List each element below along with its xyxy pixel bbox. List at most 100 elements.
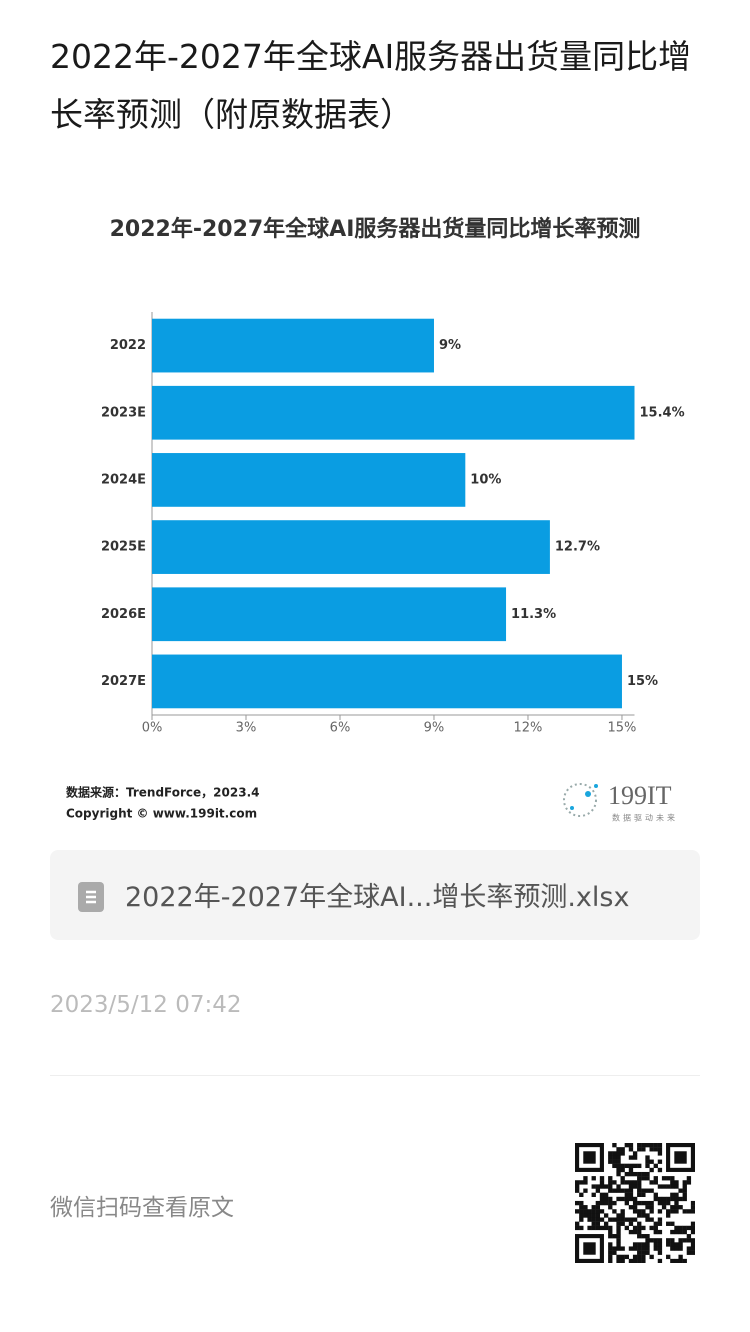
qr-module bbox=[670, 1258, 675, 1263]
qr-module bbox=[657, 1184, 663, 1189]
qr-module bbox=[575, 1209, 580, 1214]
qr-module bbox=[653, 1176, 658, 1181]
qr-module bbox=[641, 1192, 646, 1197]
qr-module bbox=[653, 1229, 658, 1235]
qr-module bbox=[653, 1225, 658, 1231]
qr-module bbox=[608, 1196, 613, 1202]
qr-module bbox=[616, 1229, 621, 1235]
qr-module bbox=[612, 1159, 617, 1164]
qr-module bbox=[641, 1246, 646, 1251]
qr-module bbox=[657, 1151, 663, 1156]
qr-module bbox=[690, 1209, 695, 1214]
qr-module bbox=[649, 1254, 654, 1260]
qr-module bbox=[628, 1205, 634, 1210]
qr-module bbox=[632, 1205, 638, 1210]
bar bbox=[152, 453, 466, 507]
qr-module bbox=[670, 1176, 675, 1181]
qr-module bbox=[595, 1188, 601, 1193]
qr-module bbox=[682, 1180, 687, 1185]
qr-finder bbox=[583, 1242, 596, 1255]
logo-slogan: 数据驱动未来 bbox=[612, 813, 678, 823]
qr-module bbox=[657, 1246, 663, 1251]
qr-module bbox=[616, 1254, 621, 1260]
qr-module bbox=[599, 1200, 605, 1206]
qr-module bbox=[620, 1180, 625, 1185]
qr-module bbox=[637, 1213, 642, 1218]
qr-module bbox=[587, 1225, 592, 1231]
logo-ring bbox=[563, 783, 597, 817]
qr-module bbox=[620, 1151, 625, 1156]
qr-module bbox=[657, 1209, 663, 1214]
qr-module bbox=[616, 1184, 621, 1189]
qr-module bbox=[645, 1217, 650, 1222]
qr-module bbox=[641, 1242, 646, 1247]
page-title: 2022年-2027年全球AI服务器出货量同比增长率预测（附原数据表） bbox=[50, 37, 692, 134]
qr-module bbox=[616, 1151, 621, 1156]
qr-module bbox=[628, 1167, 634, 1173]
qr-module bbox=[632, 1163, 638, 1169]
logo-dot bbox=[585, 791, 591, 797]
logo-text: 199IT bbox=[608, 781, 672, 810]
qr-module bbox=[620, 1176, 625, 1181]
qr-module bbox=[657, 1229, 663, 1235]
qr-module bbox=[645, 1176, 650, 1181]
x-tick-label: 9% bbox=[424, 721, 445, 736]
qr-module bbox=[603, 1184, 609, 1189]
qr-module bbox=[624, 1200, 629, 1206]
qr-module bbox=[682, 1225, 687, 1231]
qr-module bbox=[645, 1238, 650, 1243]
qr-module bbox=[690, 1229, 695, 1235]
qr-module bbox=[608, 1217, 613, 1222]
qr-module bbox=[666, 1209, 671, 1214]
qr-module bbox=[608, 1151, 613, 1156]
qr-module bbox=[591, 1192, 596, 1197]
qr-module bbox=[657, 1147, 663, 1152]
qr-module bbox=[616, 1213, 621, 1218]
qr-module bbox=[645, 1246, 650, 1251]
qr-module bbox=[653, 1180, 658, 1185]
qr-module bbox=[575, 1225, 580, 1231]
qr-module bbox=[579, 1209, 584, 1214]
x-tick-label: 0% bbox=[142, 721, 163, 736]
qr-module bbox=[608, 1254, 613, 1260]
qr-module bbox=[645, 1159, 650, 1164]
qr-module bbox=[612, 1155, 617, 1160]
qr-module bbox=[637, 1221, 642, 1226]
qr-module bbox=[620, 1258, 625, 1263]
qr-module bbox=[678, 1246, 683, 1251]
qr-code[interactable] bbox=[575, 1143, 695, 1263]
y-tick-label: 2027E bbox=[101, 674, 146, 689]
qr-module bbox=[670, 1246, 675, 1251]
qr-module bbox=[645, 1163, 650, 1169]
qr-module bbox=[649, 1180, 654, 1185]
qr-module bbox=[579, 1217, 584, 1222]
file-name[interactable]: 2022年-2027年全球AI...增长率预测.xlsx bbox=[125, 882, 630, 913]
qr-module bbox=[678, 1188, 683, 1193]
qr-module bbox=[583, 1176, 588, 1181]
qr-module bbox=[608, 1188, 613, 1193]
logo-dot bbox=[594, 784, 598, 788]
qr-module bbox=[612, 1250, 617, 1255]
qr-module bbox=[595, 1205, 601, 1210]
qr-module bbox=[690, 1238, 695, 1243]
qr-module bbox=[637, 1242, 642, 1247]
qr-module bbox=[653, 1238, 658, 1243]
value-label: 15% bbox=[627, 674, 658, 689]
qr-module bbox=[632, 1246, 638, 1251]
divider bbox=[50, 1075, 700, 1076]
qr-module bbox=[575, 1188, 580, 1193]
qr-module bbox=[575, 1221, 580, 1226]
qr-module bbox=[628, 1147, 634, 1152]
qr-module bbox=[645, 1250, 650, 1255]
qr-module bbox=[612, 1234, 617, 1239]
file-card[interactable] bbox=[50, 850, 700, 940]
qr-module bbox=[575, 1184, 580, 1189]
qr-module bbox=[690, 1200, 695, 1206]
qr-module bbox=[608, 1234, 613, 1239]
qr-module bbox=[575, 1180, 580, 1185]
qr-module bbox=[632, 1196, 638, 1202]
qr-module bbox=[616, 1163, 621, 1169]
qr-module bbox=[641, 1171, 646, 1177]
qr-module bbox=[645, 1188, 650, 1193]
